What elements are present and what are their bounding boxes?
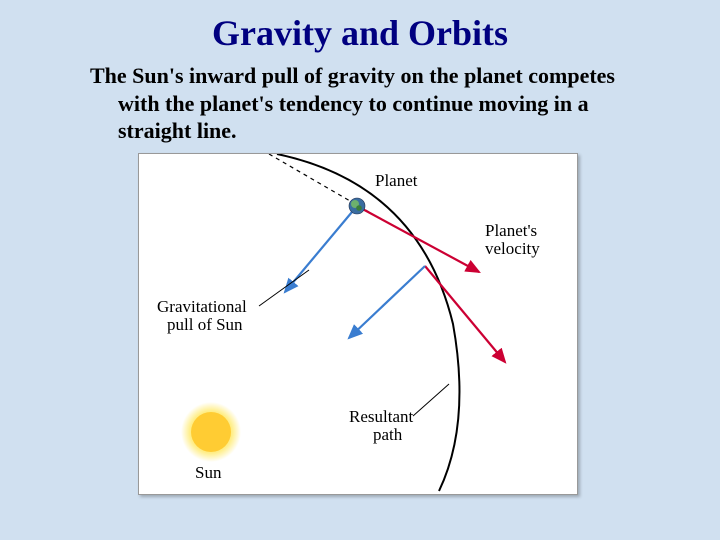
- svg-text:Planet: Planet: [375, 171, 418, 190]
- svg-text:Resultant: Resultant: [349, 407, 413, 426]
- svg-text:Planet's: Planet's: [485, 221, 537, 240]
- svg-text:velocity: velocity: [485, 239, 540, 258]
- body-text: The Sun's inward pull of gravity on the …: [28, 54, 720, 153]
- svg-text:pull of Sun: pull of Sun: [167, 315, 243, 334]
- svg-text:Sun: Sun: [195, 463, 222, 482]
- page-title: Gravity and Orbits: [0, 0, 720, 54]
- svg-text:Gravitational: Gravitational: [157, 297, 247, 316]
- svg-text:path: path: [373, 425, 403, 444]
- orbit-figure: Planet Planet'svelocity Gravitationalpull …: [138, 153, 578, 495]
